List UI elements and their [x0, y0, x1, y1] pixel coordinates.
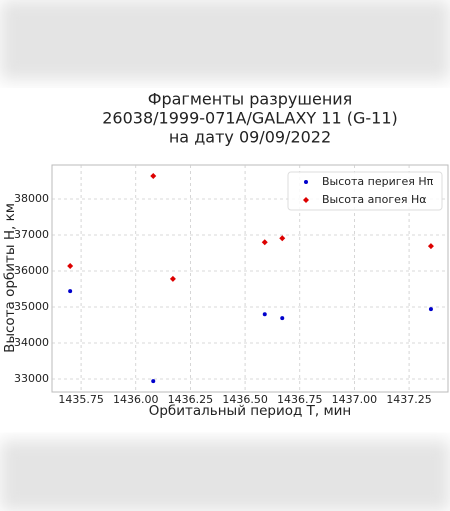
point [428, 307, 433, 312]
x-tick-label: 1436.25 [168, 393, 214, 406]
point [67, 262, 74, 269]
y-axis-label: Высота орбиты Н, км [2, 203, 18, 353]
point [151, 379, 156, 384]
y-tick-label: 35000 [14, 300, 49, 313]
legend-label: Высота перигея Hπ [322, 175, 434, 188]
chart-title: Фрагменты разрушения [148, 90, 353, 109]
legend-marker [303, 197, 309, 203]
x-tick-label: 1436.00 [113, 393, 159, 406]
point [261, 239, 268, 246]
point [169, 275, 176, 282]
x-tick-label: 1435.75 [58, 393, 104, 406]
plot-frame [51, 164, 449, 393]
y-tick-label: 36000 [14, 264, 49, 277]
point [427, 243, 434, 250]
y-tick-label: 33000 [14, 372, 49, 385]
legend-box [287, 171, 443, 211]
legend-marker [304, 180, 308, 184]
x-tick-label: 1436.50 [222, 393, 268, 406]
chart-title: 26038/1999-071A/GALAXY 11 (G-11) [102, 109, 398, 128]
x-tick-label: 1437.25 [386, 393, 432, 406]
point [279, 235, 286, 242]
point [68, 289, 73, 294]
point [262, 312, 267, 317]
y-tick-label: 34000 [14, 336, 49, 349]
y-tick-label: 38000 [14, 192, 49, 205]
x-axis-label: Орбитальный период Т, мин [149, 403, 352, 419]
point [150, 172, 157, 179]
blurred-header [0, 0, 450, 80]
legend-label: Высота апогея Hα [322, 193, 427, 206]
x-tick-label: 1436.75 [277, 393, 323, 406]
y-tick-label: 37000 [14, 228, 49, 241]
blurred-footer [0, 440, 450, 511]
chart-title: на дату 09/09/2022 [169, 128, 331, 147]
point [280, 316, 285, 321]
x-tick-label: 1437.00 [332, 393, 378, 406]
